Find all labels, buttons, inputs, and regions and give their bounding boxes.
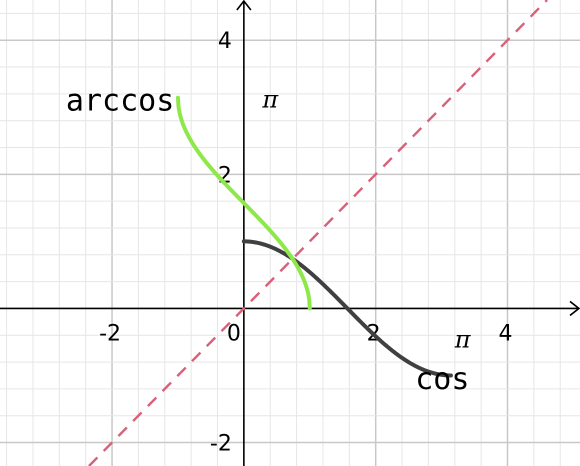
x-axis-arrow — [569, 300, 580, 317]
x-tick-label: 0 — [227, 321, 241, 346]
x-tick-label: -2 — [99, 321, 121, 346]
cos-label: cos — [415, 362, 469, 397]
y-axis-arrow — [236, 0, 252, 11]
series-group — [88, 0, 548, 466]
arccos-label: arccos — [66, 84, 174, 119]
y-tick-label: -2 — [210, 432, 232, 457]
y-tick-label: 4 — [218, 29, 232, 54]
arccos-curve — [175, 95, 312, 311]
pi-label: π — [454, 325, 472, 353]
identity-line — [88, 0, 548, 466]
x-tick-label: 4 — [499, 321, 513, 346]
annotations: arccos π cos π — [66, 84, 472, 397]
cos-curve — [241, 239, 453, 378]
pi-label: π — [261, 85, 279, 113]
